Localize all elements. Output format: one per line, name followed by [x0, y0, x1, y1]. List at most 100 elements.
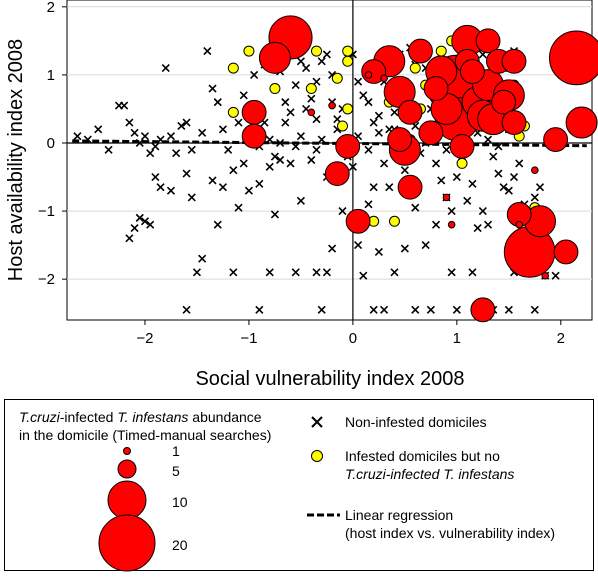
non-infested-point [192, 268, 202, 277]
non-infested-point [426, 305, 435, 314]
non-infested-point [265, 162, 274, 171]
non-infested-point [130, 128, 139, 137]
non-infested-point [499, 183, 508, 192]
non-infested-point [94, 125, 103, 134]
non-infested-point [452, 172, 461, 182]
legend-size-label-20: 20 [172, 537, 188, 553]
non-infested-point [104, 145, 113, 154]
non-infested-point [530, 193, 539, 202]
tcruzi-infected-point [501, 48, 527, 74]
tcruzi-infected-point [324, 161, 350, 187]
non-infested-point [317, 305, 326, 314]
x-tick-label: 2 [557, 330, 565, 347]
non-infested-point [489, 152, 498, 161]
legend-size-label-1: 1 [172, 443, 180, 459]
non-infested-point [354, 77, 363, 86]
non-infested-point [234, 118, 243, 127]
tcruzi-infected-point [335, 133, 361, 159]
x-ticks: −2 −1 0 1 2 [136, 320, 565, 347]
legend-size-label-10: 10 [172, 494, 188, 510]
non-infested-point [73, 132, 82, 141]
non-infested-point [130, 224, 139, 233]
non-infested-point [255, 305, 264, 314]
tcruzi-infected-point [447, 220, 456, 229]
non-infested-point [140, 132, 150, 141]
non-infested-point [504, 186, 513, 195]
non-infested-point [83, 135, 92, 144]
y-tick-label: 0 [47, 135, 55, 152]
tcruzi-infected-point [380, 74, 388, 83]
non-infested-point [281, 98, 290, 107]
legend-abundance-title: T.cruzi-infected T. infestans abundance … [19, 408, 271, 444]
non-infested-point [374, 247, 383, 256]
infested-point [435, 45, 447, 57]
tcruzi-infected-point [387, 127, 413, 153]
legend-cross-marker [311, 416, 323, 428]
non-infested-point [250, 70, 259, 79]
non-infested-point [312, 268, 321, 277]
non-infested-point [400, 244, 409, 253]
non-infested-point [229, 166, 238, 175]
legend-infested-label-line1: Infested domiciles but no [345, 448, 500, 464]
tcruzi-infected-point [470, 297, 496, 323]
non-infested-point [369, 183, 378, 192]
infested-point [342, 55, 354, 67]
non-infested-point [421, 241, 430, 250]
non-infested-point [509, 172, 519, 182]
non-infested-point [291, 142, 300, 151]
non-infested-point [166, 132, 176, 141]
tcruzi-infected-point [258, 41, 291, 74]
non-infested-point [359, 91, 368, 100]
non-infested-point [468, 268, 477, 277]
non-infested-point [317, 57, 326, 66]
legend-size-1 [123, 447, 131, 455]
non-infested-point [338, 206, 347, 216]
non-infested-point [224, 145, 233, 154]
non-infested-point [452, 305, 461, 314]
non-infested-point [239, 91, 248, 100]
infested-point [342, 103, 354, 115]
non-infested-point [182, 118, 191, 127]
non-infested-point [281, 118, 290, 127]
non-infested-point [208, 84, 217, 93]
non-infested-point [161, 64, 170, 73]
non-infested-point [364, 145, 373, 154]
non-infested-point [369, 305, 378, 314]
non-infested-point [125, 234, 134, 243]
legend-infested-label: Infested domiciles but no T.cruzi-infect… [345, 447, 514, 483]
non-infested-point [291, 81, 300, 90]
non-infested-point [442, 145, 451, 154]
non-infested-point [463, 196, 472, 205]
non-infested-point [151, 172, 160, 182]
non-infested-point [276, 155, 285, 165]
infested-point [331, 72, 343, 84]
tcruzi-infected-points [241, 15, 598, 323]
legend-size-10 [107, 480, 147, 520]
tcruzi-infected-point [548, 30, 598, 86]
non-infested-point [551, 271, 560, 280]
non-infested-point [322, 50, 331, 59]
tcruzi-infected-point [397, 174, 423, 200]
tcruzi-infected-point [565, 106, 598, 139]
non-infested-point [307, 155, 316, 165]
non-infested-point [239, 159, 248, 168]
non-infested-point [187, 193, 196, 202]
tcruzi-infected-point [364, 71, 373, 79]
non-infested-point [276, 138, 285, 148]
non-infested-point [411, 305, 420, 314]
non-infested-point [400, 166, 409, 175]
non-infested-point [177, 121, 186, 131]
legend-infested-label-line2: T.cruzi-infected T. infestans [345, 466, 515, 482]
tcruzi-infected-point [442, 193, 451, 202]
tcruzi-infected-point [307, 108, 316, 117]
non-infested-point [431, 159, 441, 168]
non-infested-point [156, 183, 165, 192]
non-infested-point [229, 268, 238, 277]
non-infested-point [203, 46, 212, 56]
non-infested-point [208, 176, 217, 185]
tcruzi-infected-point [345, 208, 371, 234]
non-infested-point [182, 305, 191, 314]
non-infested-point [312, 115, 321, 124]
non-infested-point [166, 186, 176, 195]
infested-point [243, 45, 255, 57]
